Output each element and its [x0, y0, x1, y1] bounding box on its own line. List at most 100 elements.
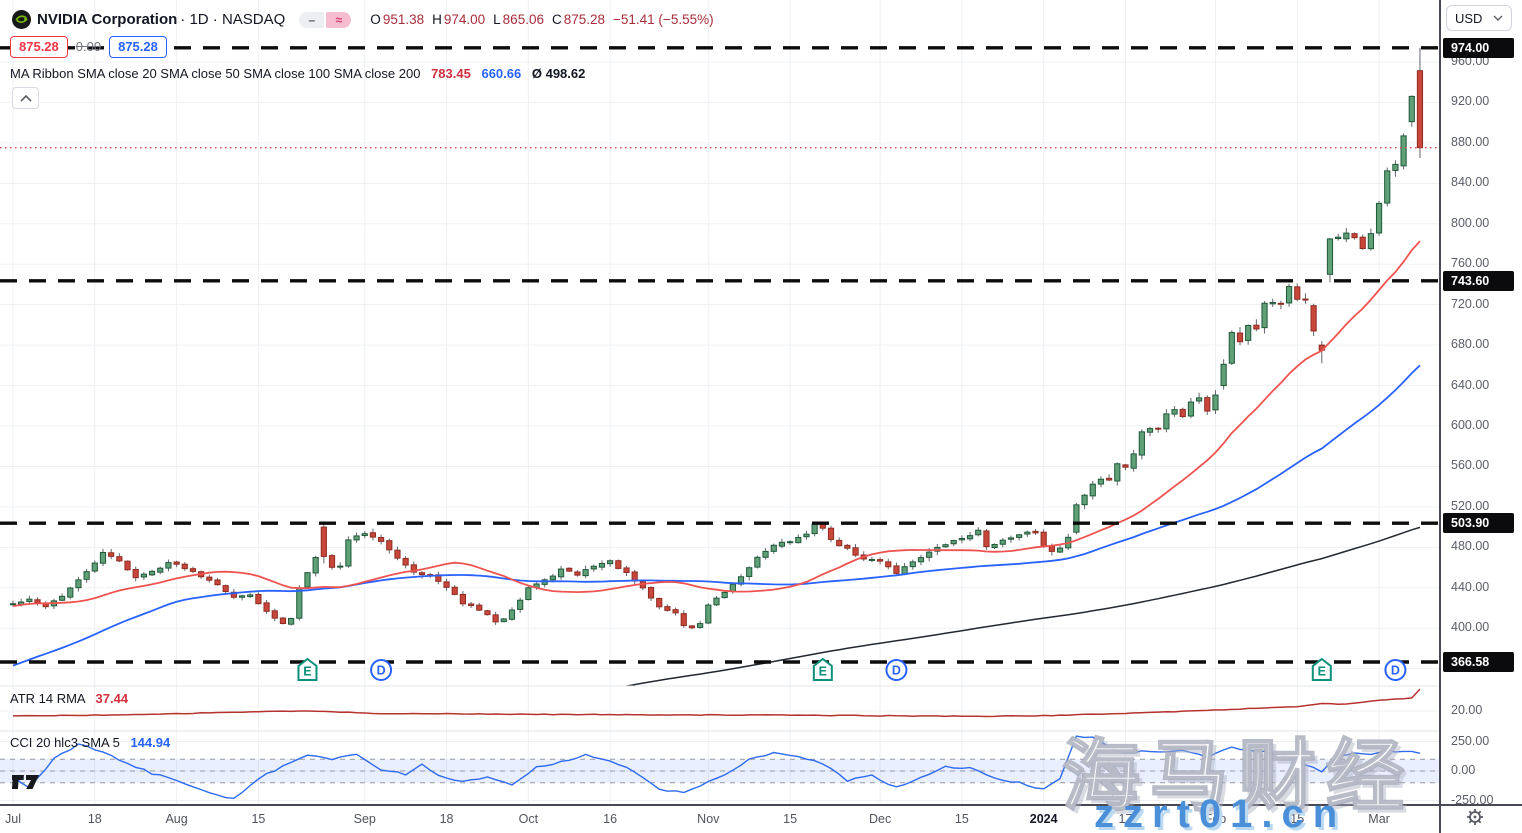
price-axis[interactable]: USD 960.00 920.00 880.00 840.00 800.00 760.00…: [1440, 0, 1522, 833]
atr-axis-label: 20.00: [1451, 703, 1483, 717]
time-axis-label: 15: [1290, 812, 1305, 826]
svg-text:E: E: [303, 665, 311, 679]
price-axis-label: 520.00: [1451, 498, 1490, 513]
price-axis-label: 680.00: [1451, 337, 1490, 352]
atr-title: ATR 14 RMA: [10, 691, 85, 706]
price-axis-label: 600.00: [1451, 417, 1490, 432]
time-axis[interactable]: Jul 18 Aug 15 Sep 18 Oct 16 Nov 15 Dec 15 2024 17 Feb 1…: [0, 806, 1522, 833]
level-price-badge: 503.90: [1443, 513, 1514, 534]
time-axis-label: Mar: [1368, 812, 1390, 826]
close-label: C: [551, 11, 562, 27]
nvidia-logo-icon: [12, 9, 31, 29]
time-axis-label: Feb: [1204, 812, 1227, 826]
price-flag-red[interactable]: 875.28: [10, 35, 68, 58]
time-axis-label: 15: [954, 812, 969, 826]
currency-label: USD: [1455, 10, 1483, 26]
cci-legend[interactable]: CCI 20 hlc3 SMA 5 144.94: [10, 735, 170, 750]
price-axis-label: 800.00: [1451, 215, 1490, 230]
earnings-marker-icon: [297, 657, 318, 681]
dividend-marker-icon: [1384, 659, 1407, 681]
price-axis-label: 560.00: [1451, 458, 1490, 473]
ma-ribbon-legend[interactable]: MA Ribbon SMA close 20 SMA close 50 SMA …: [10, 66, 585, 81]
grid: [0, 0, 1440, 804]
time-axis-label: 17: [1118, 812, 1133, 826]
time-axis-label: Dec: [868, 812, 892, 826]
tradingview-logo[interactable]: [11, 774, 40, 795]
price-axis-label: 480.00: [1451, 539, 1490, 554]
price-axis-label: 920.00: [1451, 94, 1490, 109]
price-axis-label: 760.00: [1451, 256, 1490, 271]
axis-settings-gear-icon[interactable]: [1464, 806, 1486, 833]
sma-avg-value: Ø 498.62: [531, 66, 586, 81]
time-axis-label: Nov: [697, 812, 720, 826]
svg-text:D: D: [892, 664, 901, 678]
cci-band: [0, 758, 1440, 784]
close-value: 875.28: [563, 11, 606, 27]
open-value: 951.38: [382, 11, 425, 27]
dividend-marker-icon: [370, 659, 393, 681]
low-label: L: [493, 11, 501, 27]
level-lines[interactable]: [0, 46, 1440, 664]
symbol-header: NVIDIA Corporation · 1D · NASDAQ – ≈ O 9…: [12, 7, 714, 31]
open-label: O: [370, 11, 381, 27]
dividend-marker-icon: [885, 659, 908, 681]
price-flag-blue[interactable]: 875.28: [109, 35, 167, 58]
currency-selector[interactable]: USD: [1446, 5, 1512, 31]
sma20-value: 783.45: [431, 66, 471, 81]
svg-text:D: D: [377, 664, 386, 678]
atr-legend[interactable]: ATR 14 RMA 37.44: [10, 691, 128, 706]
price-axis-label: 840.00: [1451, 175, 1490, 190]
time-axis-border: [0, 804, 1522, 806]
price-axis-label: 880.00: [1451, 134, 1490, 149]
ma-ribbon-title: MA Ribbon SMA close 20 SMA close 50 SMA …: [10, 66, 421, 81]
change-value: −51.41 (−5.55%): [613, 11, 714, 27]
earnings-marker-icon: [812, 657, 833, 681]
zero-value-label: 0.00: [75, 39, 102, 54]
cci-axis-label: 250.00: [1451, 733, 1490, 748]
price-axis-label: 440.00: [1451, 579, 1490, 594]
time-axis-label: Aug: [165, 812, 188, 826]
low-value: 865.06: [502, 11, 544, 27]
cci-axis-label: -250.00: [1451, 792, 1494, 807]
price-flag-row: 875.28 0.00 875.28: [10, 35, 167, 58]
chevron-up-icon: [19, 94, 32, 102]
svg-text:E: E: [819, 665, 827, 679]
event-markers[interactable]: E E ED D D: [297, 657, 1407, 681]
time-axis-label: 2024: [1029, 812, 1058, 826]
chevron-down-icon: [1493, 15, 1503, 21]
candlestick-series[interactable]: [9, 47, 1424, 630]
time-axis-label: 16: [603, 812, 618, 826]
time-axis-label: 18: [87, 812, 102, 826]
time-axis-label: Jul: [5, 812, 21, 826]
price-axis-border: [1439, 0, 1441, 833]
time-axis-label: Sep: [353, 812, 376, 826]
ma-ribbon-lines: [12, 240, 1421, 686]
time-axis-label: 15: [251, 812, 266, 826]
ohlc-readout: O 951.38 H 974.00 L 865.06 C 875.28 −51.…: [364, 12, 713, 27]
chart-canvas[interactable]: E E ED D D: [0, 0, 1440, 833]
svg-text:D: D: [1391, 664, 1400, 678]
collapse-pane-button[interactable]: [12, 87, 39, 109]
earnings-marker-icon: [1311, 657, 1332, 681]
price-axis-label: 400.00: [1451, 620, 1490, 635]
cci-line: [12, 735, 1421, 800]
level-price-badge: 743.60: [1443, 270, 1514, 291]
symbol-meta[interactable]: · 1D · NASDAQ: [180, 10, 286, 28]
cci-value: 144.94: [130, 735, 171, 750]
approx-chip-button[interactable]: ≈: [326, 11, 352, 28]
time-axis-label: Oct: [518, 812, 539, 826]
price-axis-label: 640.00: [1451, 377, 1490, 392]
symbol-title[interactable]: NVIDIA Corporation: [37, 10, 178, 28]
atr-value: 37.44: [95, 691, 129, 706]
time-axis-label: 18: [439, 812, 454, 826]
level-price-badge: 366.58: [1443, 652, 1514, 672]
high-label: H: [432, 11, 442, 27]
time-axis-label: 15: [783, 812, 798, 826]
high-value: 974.00: [443, 11, 486, 27]
cci-axis-label: 0.00: [1451, 763, 1476, 777]
cci-title: CCI 20 hlc3 SMA 5: [10, 735, 120, 750]
atr-line: [12, 688, 1421, 718]
price-axis-label: 720.00: [1451, 296, 1490, 311]
minus-chip-button[interactable]: –: [299, 11, 325, 28]
